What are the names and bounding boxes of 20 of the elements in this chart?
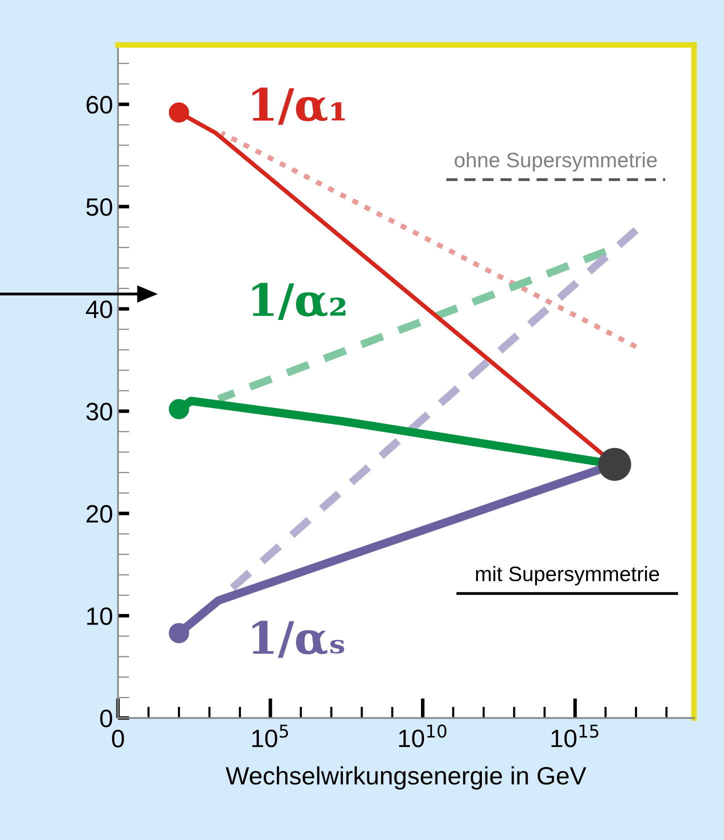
y-tick-label: 60 (86, 96, 112, 114)
series-label: 1/αₛ (252, 620, 344, 658)
y-tick-label: 40 (86, 300, 112, 318)
y-tick-label: 30 (86, 402, 112, 420)
y-tick-label: 20 (86, 505, 112, 523)
point (168, 398, 190, 420)
point (168, 102, 190, 123)
x-tick-label: 10$^{10}$ (399, 724, 446, 748)
y-tick-label: 10 (87, 607, 112, 626)
annotation: ohne Supersymmetrie (454, 152, 657, 172)
series-label: 1/α₂ (252, 282, 346, 320)
y-tick-label: 0 (100, 710, 112, 728)
y-tick-label: 50 (86, 198, 112, 216)
series-label: 1/α₁ (252, 88, 345, 125)
point (168, 622, 190, 644)
annotation: mit Supersymmetrie (476, 566, 659, 586)
x-axis-title: Wechselwirkungsenergie in GeV (226, 766, 586, 790)
x-tick-label: 0 (112, 730, 124, 748)
x-tick-label: 10$^{15}$ (551, 724, 598, 748)
x-tick-label: 10$^{5}$ (252, 724, 288, 748)
